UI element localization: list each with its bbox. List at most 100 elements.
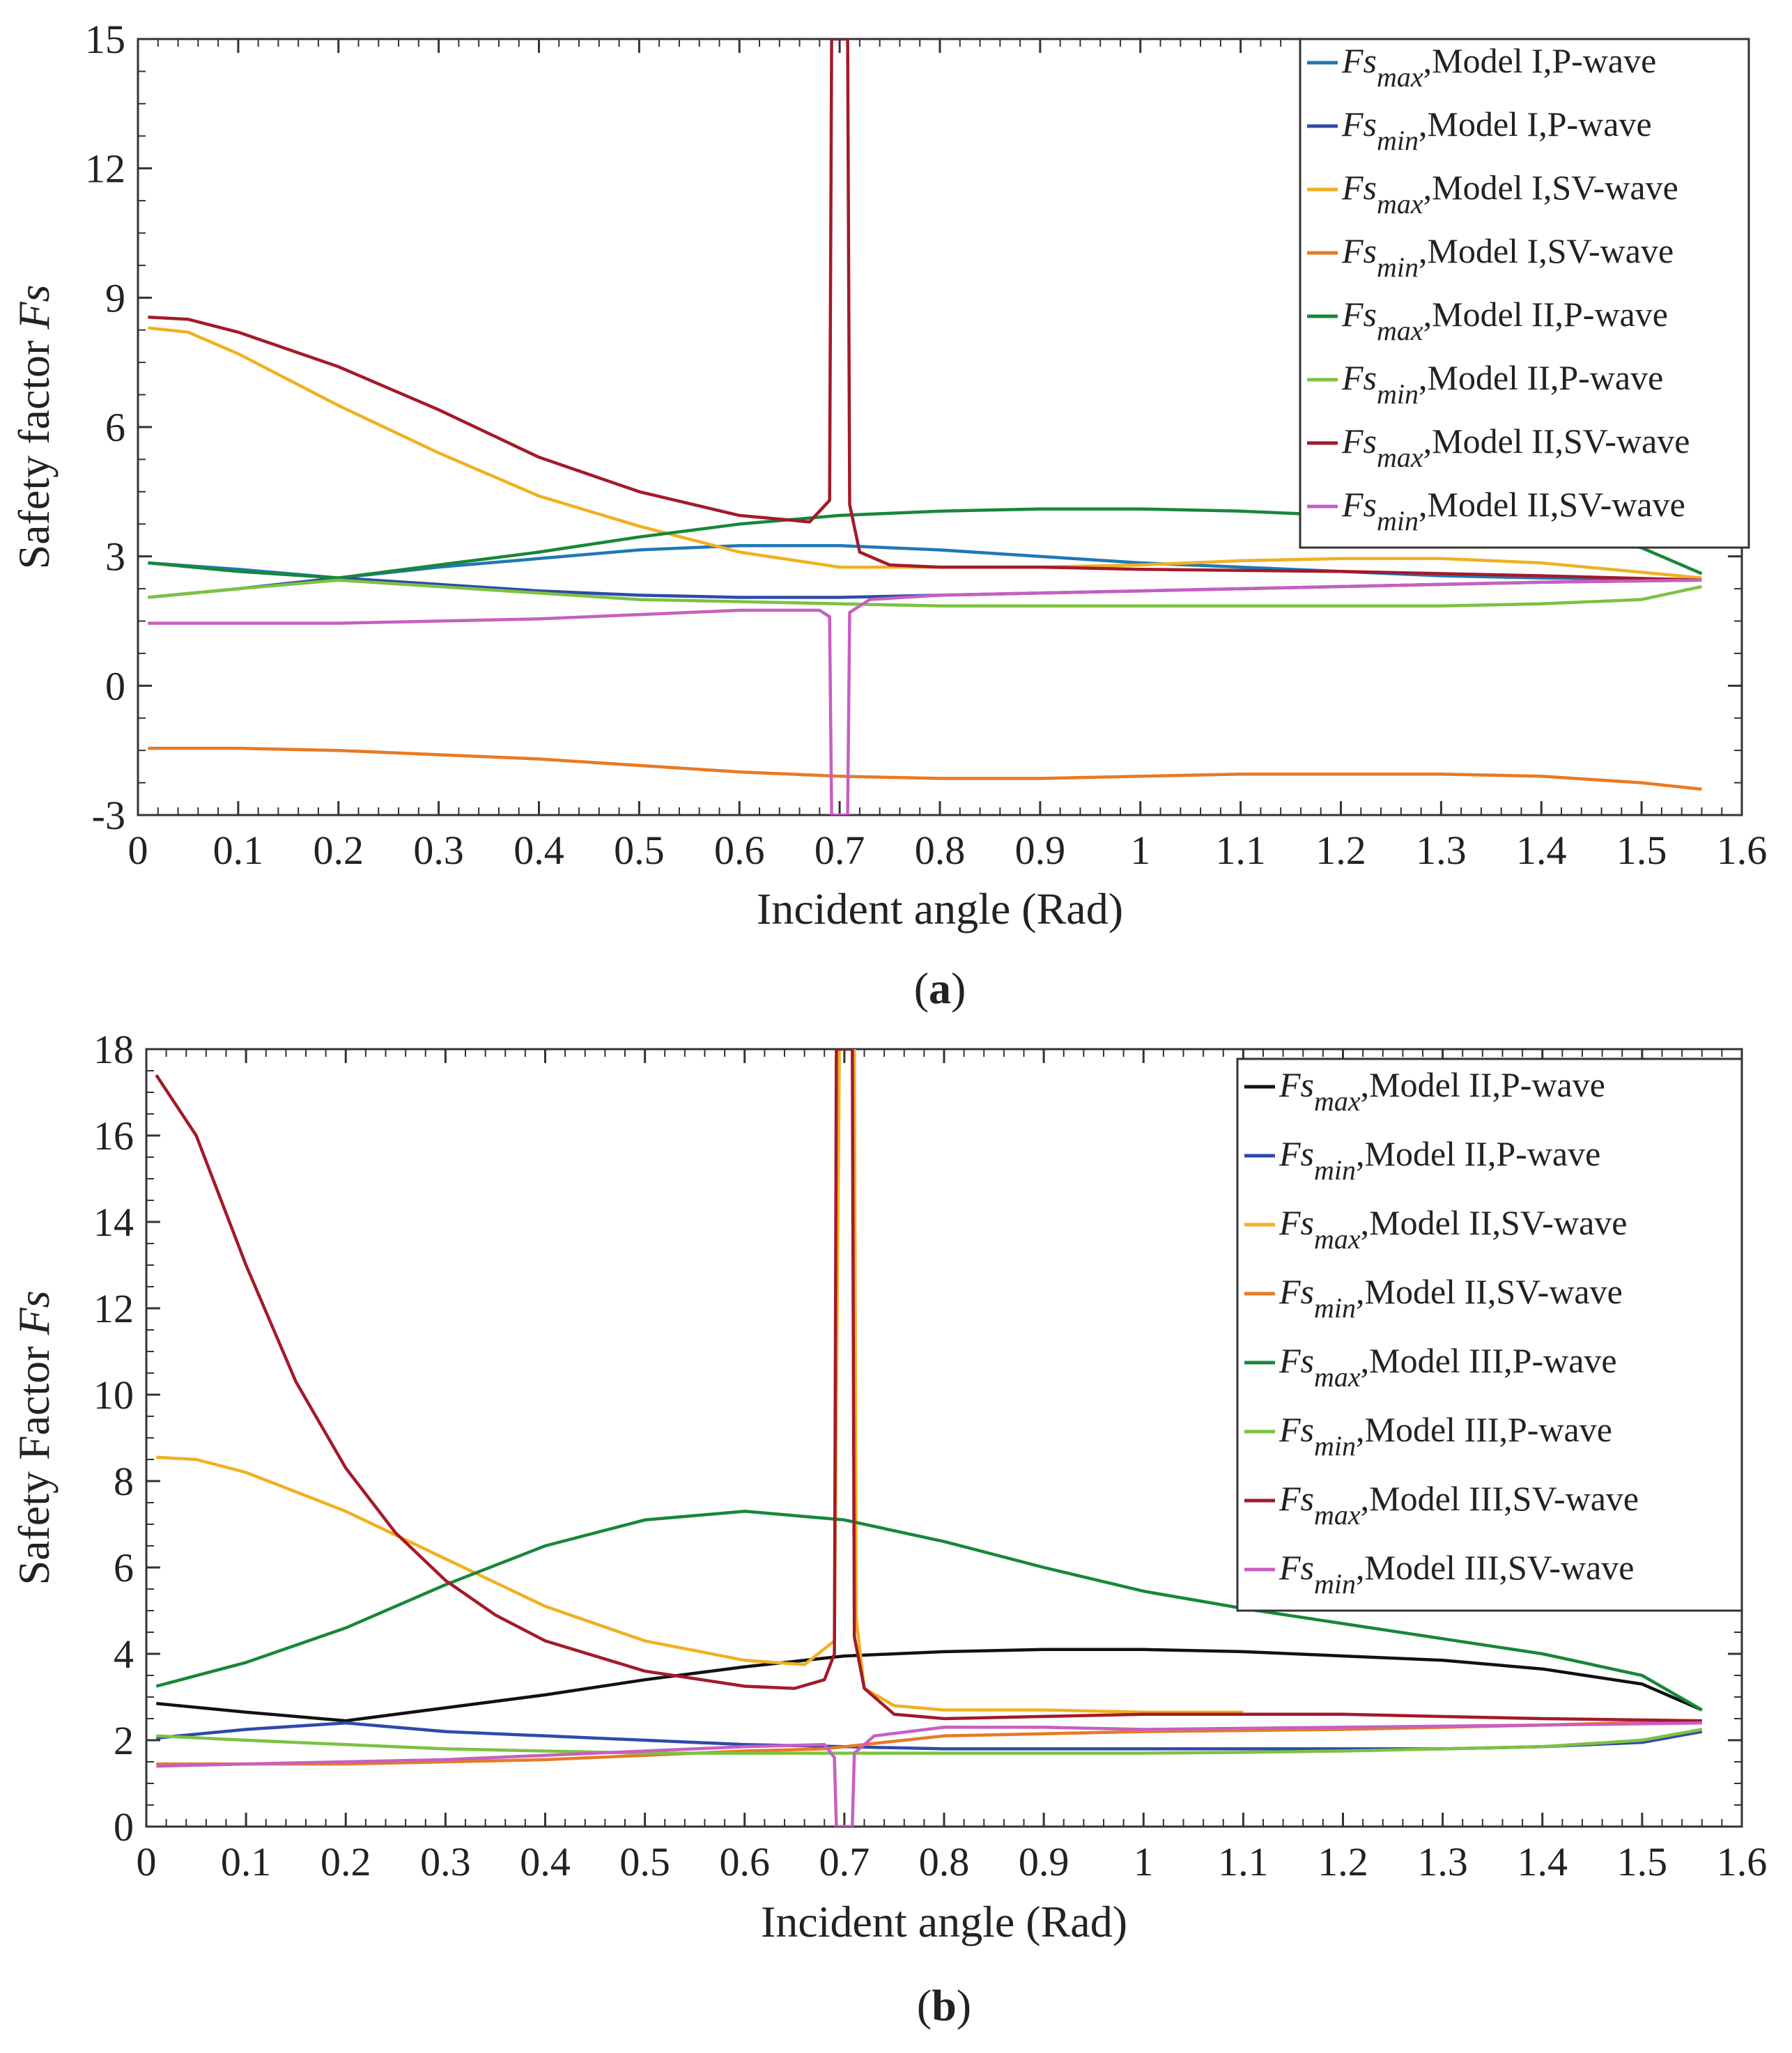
legend-label: ,Model I,SV-wave (1423, 168, 1678, 207)
legend-subscript: max (1314, 1223, 1361, 1255)
legend-subscript: max (1377, 442, 1423, 473)
panel-caption: (a) (914, 963, 966, 1013)
x-axis-label: Incident angle (Rad) (757, 884, 1123, 933)
legend-symbol: Fs (1279, 1548, 1314, 1587)
x-tick-label: 0.8 (915, 828, 966, 873)
x-tick-label: 0.4 (520, 1839, 571, 1884)
y-axis-label-symbol: Fs (9, 285, 59, 330)
legend-subscript: min (1377, 125, 1419, 156)
y-axis-label-text: Safety factor (9, 330, 59, 570)
legend-symbol: Fs (1341, 104, 1377, 144)
legend-label: ,Model II,SV-wave (1419, 485, 1685, 524)
legend-subscript: max (1377, 315, 1423, 346)
x-tick-label: 0.7 (814, 828, 865, 873)
x-tick-label: 0.6 (720, 1839, 771, 1884)
y-tick-label: 0 (114, 1804, 134, 1850)
chart-b: 0 0.1 0.2 0.3 0.4 0.5 0.6 0.7 0.8 0.9 1 1.1 1.2 1.3 1.… (9, 1027, 1767, 2030)
legend-symbol: Fs (1341, 485, 1377, 524)
legend-subscript: max (1314, 1085, 1361, 1117)
x-tick-label: 1.3 (1417, 1839, 1468, 1884)
y-tick-label: 15 (85, 17, 125, 62)
x-tick-label: 0 (137, 1839, 157, 1884)
y-tick-label: 10 (93, 1372, 134, 1418)
y-tick-label: 6 (105, 405, 125, 450)
y-axis-label: Safety Factor Fs (9, 1291, 59, 1586)
series-line-min-4 (148, 746, 1702, 791)
x-tick-label: 1.2 (1318, 1839, 1368, 1884)
series-line-max-3 (156, 1049, 1244, 1714)
x-tick-label: 0.9 (1015, 828, 1066, 873)
legend-box (1236, 1058, 1743, 1612)
y-tick-label: 16 (93, 1113, 134, 1159)
legend-entry: Fsmin,Model III,SV-wave (1279, 1548, 1634, 1599)
y-tick-label: 18 (93, 1027, 134, 1072)
legend-label: ,Model III,P-wave (1356, 1410, 1612, 1449)
y-tick-label: 0 (105, 663, 125, 708)
legend-subscript: min (1314, 1292, 1356, 1324)
y-axis-label-text: Safety Factor (9, 1335, 59, 1586)
legend-entry: Fsmin,Model II,SV-wave (1341, 485, 1685, 536)
legend-entry: Fsmax,Model I,P-wave (1341, 41, 1656, 93)
legend-label: ,Model II,SV-wave (1423, 421, 1690, 460)
legend-label: ,Model II,P-wave (1361, 1065, 1605, 1104)
x-tick-label: 1.5 (1617, 1839, 1668, 1884)
legend-label: ,Model III,SV-wave (1361, 1479, 1639, 1518)
legend-label: ,Model I,SV-wave (1419, 231, 1674, 270)
series-line-min-2 (148, 576, 1702, 599)
series-line-min-8 (156, 1721, 1702, 1827)
chart-a: 0 0.1 0.2 0.3 0.4 0.5 0.6 0.7 0.8 0.9 1 1.1 1.2 1.3 1.… (9, 17, 1767, 1013)
legend-entry: Fsmin,Model I,SV-wave (1341, 231, 1674, 283)
x-tick-label: 1.4 (1517, 1839, 1568, 1884)
legend-subscript: max (1314, 1361, 1361, 1393)
x-tick-label: 0.1 (221, 1839, 272, 1884)
y-tick-label: 6 (114, 1545, 134, 1590)
series-group (155, 1049, 1703, 1827)
panel-caption-letter: b (932, 1981, 957, 2030)
legend-symbol: Fs (1341, 358, 1377, 397)
legend-subscript: min (1314, 1154, 1356, 1186)
legend-symbol: Fs (1279, 1065, 1314, 1104)
legend-symbol: Fs (1341, 295, 1377, 334)
legend-symbol: Fs (1341, 231, 1377, 270)
x-tick-label: 0.2 (320, 1839, 371, 1884)
legend-entry: Fsmax,Model III,SV-wave (1279, 1479, 1639, 1531)
legend-symbol: Fs (1279, 1341, 1314, 1380)
y-tick-label: 9 (105, 275, 125, 320)
legend-label: ,Model I,P-wave (1423, 41, 1657, 80)
y-axis-label-symbol: Fs (9, 1291, 59, 1336)
legend-entry: Fsmax,Model II,SV-wave (1341, 421, 1690, 473)
x-tick-label: 0.7 (819, 1839, 870, 1884)
legend-entry: Fsmin,Model II,P-wave (1341, 358, 1663, 410)
y-tick-label: 14 (93, 1200, 134, 1245)
panel-caption: (b) (917, 1981, 971, 2030)
legend-subscript: min (1377, 378, 1419, 410)
y-tick-label: 8 (114, 1459, 134, 1504)
x-tick-label: 1.1 (1215, 828, 1266, 873)
x-tick-label: 1.6 (1717, 828, 1768, 873)
x-tick-label: 0 (128, 828, 148, 873)
series-line-min-6 (148, 578, 1702, 608)
x-tick-label: 0.5 (614, 828, 665, 873)
x-tick-label: 0.3 (420, 1839, 471, 1884)
series-line-max-7 (148, 39, 1702, 582)
legend-subscript: min (1314, 1430, 1356, 1462)
legend-entry: Fsmin,Model II,P-wave (1279, 1134, 1600, 1186)
legend-symbol: Fs (1341, 421, 1377, 460)
legend-entry: Fsmax,Model II,SV-wave (1279, 1203, 1627, 1255)
series-line-min-6 (156, 1728, 1703, 1755)
series-line-max-5 (155, 1510, 1703, 1712)
y-tick-label: -3 (92, 793, 125, 838)
x-tick-label: 0.2 (314, 828, 364, 873)
legend-subscript: min (1377, 251, 1419, 283)
legend-label: ,Model II,P-wave (1423, 295, 1668, 334)
legend-subscript: min (1314, 1568, 1356, 1599)
legend-subscript: max (1314, 1499, 1361, 1531)
series-group (148, 39, 1703, 815)
y-axis-label: Safety factor Fs (9, 285, 59, 570)
series-line-max-7 (155, 1049, 1702, 1723)
x-tick-label: 0.5 (619, 1839, 670, 1884)
legend-symbol: Fs (1279, 1410, 1314, 1449)
legend-label: ,Model II,P-wave (1356, 1134, 1600, 1173)
y-tick-label: 4 (114, 1632, 134, 1677)
